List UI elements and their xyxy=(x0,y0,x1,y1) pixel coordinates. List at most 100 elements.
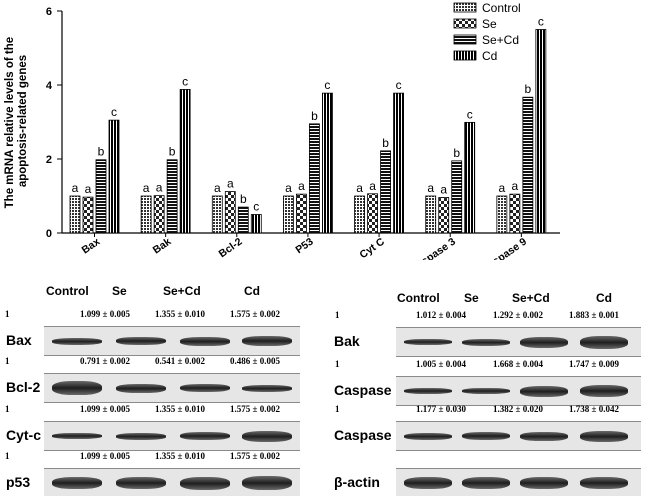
quant-value: 1 xyxy=(335,404,340,414)
significance-letter: b xyxy=(169,145,176,159)
significance-letter: c xyxy=(538,15,544,29)
significance-letter: a xyxy=(512,179,519,193)
quant-value: 1.883 ± 0.001 xyxy=(569,310,619,320)
blot-band xyxy=(580,430,628,442)
legend-swatch-se-cd xyxy=(453,34,477,45)
significance-letter: b xyxy=(240,192,247,206)
significance-letter: a xyxy=(285,181,292,195)
y-tick-label: 2 xyxy=(46,154,52,166)
y-tick-label: 0 xyxy=(46,228,52,240)
column-header-se-cd: Se+Cd xyxy=(512,291,550,305)
blot-label-p53: p53 xyxy=(6,474,31,490)
blot-band xyxy=(242,476,292,490)
bar-control-bak xyxy=(140,195,152,234)
significance-letter: a xyxy=(499,181,506,195)
blot-band xyxy=(242,384,292,392)
blot-band xyxy=(404,477,452,489)
x-tick-label: Bcl-2 xyxy=(217,236,245,260)
significance-letter: a xyxy=(214,181,221,195)
legend-swatch-control xyxy=(453,2,477,13)
blot-band xyxy=(52,381,102,395)
bar-control-p53 xyxy=(283,195,294,234)
quant-value: 1 xyxy=(5,356,10,366)
blot-band xyxy=(116,432,166,440)
x-tick-label: Caspase 9 xyxy=(480,236,530,260)
legend-label: Control xyxy=(482,1,521,15)
bar-se-cd-caspase-3 xyxy=(451,160,463,234)
column-header-cd: Cd xyxy=(596,291,612,305)
blot-band xyxy=(52,433,102,439)
x-tick-label: Cyt C xyxy=(357,235,387,260)
blot-band xyxy=(116,383,166,393)
significance-letter: a xyxy=(440,182,447,196)
bar-control-bcl-2 xyxy=(211,195,223,234)
x-tick-label: Bax xyxy=(80,236,103,257)
quant-value: 0.486 ± 0.005 xyxy=(230,356,280,366)
blot-strip xyxy=(44,421,300,451)
blot-band xyxy=(404,388,452,394)
bar-se-cyt-c xyxy=(367,193,378,234)
quant-value: 1.355 ± 0.010 xyxy=(155,404,205,414)
blot-band xyxy=(520,336,568,348)
blot-band xyxy=(180,476,230,490)
significance-letter: a xyxy=(427,181,434,195)
blot-label-bak: Bak xyxy=(334,333,360,349)
legend-label: Cd xyxy=(482,49,497,63)
bar-se-cd-bak xyxy=(166,159,178,234)
column-header-se: Se xyxy=(112,284,127,298)
quant-value: 1.355 ± 0.010 xyxy=(155,309,205,319)
bar-cd-p53 xyxy=(322,92,333,234)
blot-strip xyxy=(396,327,641,357)
quant-value: 1.099 ± 0.005 xyxy=(80,404,130,414)
x-tick-label: Bak xyxy=(151,236,174,257)
significance-letter: b xyxy=(525,82,532,96)
bar-se-caspase-9 xyxy=(509,193,521,234)
blot-band xyxy=(52,337,102,345)
blot-band xyxy=(180,336,230,346)
significance-letter: a xyxy=(143,181,150,195)
quant-value: 1.747 ± 0.009 xyxy=(569,359,619,369)
significance-letter: a xyxy=(298,179,305,193)
blot-band xyxy=(580,385,628,397)
quant-value: 1.005 ± 0.004 xyxy=(416,359,466,369)
bar-se-bak xyxy=(153,195,165,234)
x-tick-label: Caspase 3 xyxy=(408,236,458,260)
blot-band xyxy=(242,430,292,442)
quant-value: 1 xyxy=(335,359,340,369)
blot-label-caspase-3: Caspase 3 xyxy=(334,427,404,443)
significance-letter: c xyxy=(324,78,330,92)
blot-band xyxy=(116,337,166,345)
blot-band xyxy=(580,335,628,349)
bar-control-caspase-9 xyxy=(496,195,508,234)
significance-letter: a xyxy=(369,179,376,193)
quant-value: 1.292 ± 0.002 xyxy=(493,310,543,320)
quant-value: 1 xyxy=(5,404,10,414)
significance-letter: a xyxy=(356,181,363,195)
x-tick-label: P53 xyxy=(293,236,315,257)
quant-value: 1 xyxy=(5,451,10,461)
column-header-se: Se xyxy=(464,291,479,305)
quant-value: 0.791 ± 0.002 xyxy=(80,356,130,366)
blot-label-β-actin: β-actin xyxy=(334,474,380,490)
blot-band xyxy=(462,477,510,489)
bar-se-bax xyxy=(82,196,94,234)
blot-band xyxy=(52,477,102,489)
quant-value: 1.575 ± 0.002 xyxy=(230,404,280,414)
bar-se-cd-bax xyxy=(95,159,107,234)
blot-band xyxy=(404,432,452,440)
blot-band xyxy=(462,432,510,440)
bar-cd-bax xyxy=(108,119,120,234)
quant-value: 1.355 ± 0.010 xyxy=(155,451,205,461)
significance-letter: c xyxy=(182,74,188,88)
bar-se-cd-caspase-9 xyxy=(522,96,534,234)
blot-band xyxy=(242,336,292,346)
blot-band xyxy=(520,385,568,397)
quant-value: 1.382 ± 0.020 xyxy=(493,404,543,414)
bar-se-cd-p53 xyxy=(309,123,320,234)
bar-control-caspase-3 xyxy=(425,195,437,234)
blot-strip xyxy=(396,376,641,406)
blot-strip xyxy=(44,326,300,356)
quant-value: 1.099 ± 0.005 xyxy=(80,309,130,319)
y-axis-label: The mRNA relative levels of the apoptosi… xyxy=(4,34,29,209)
